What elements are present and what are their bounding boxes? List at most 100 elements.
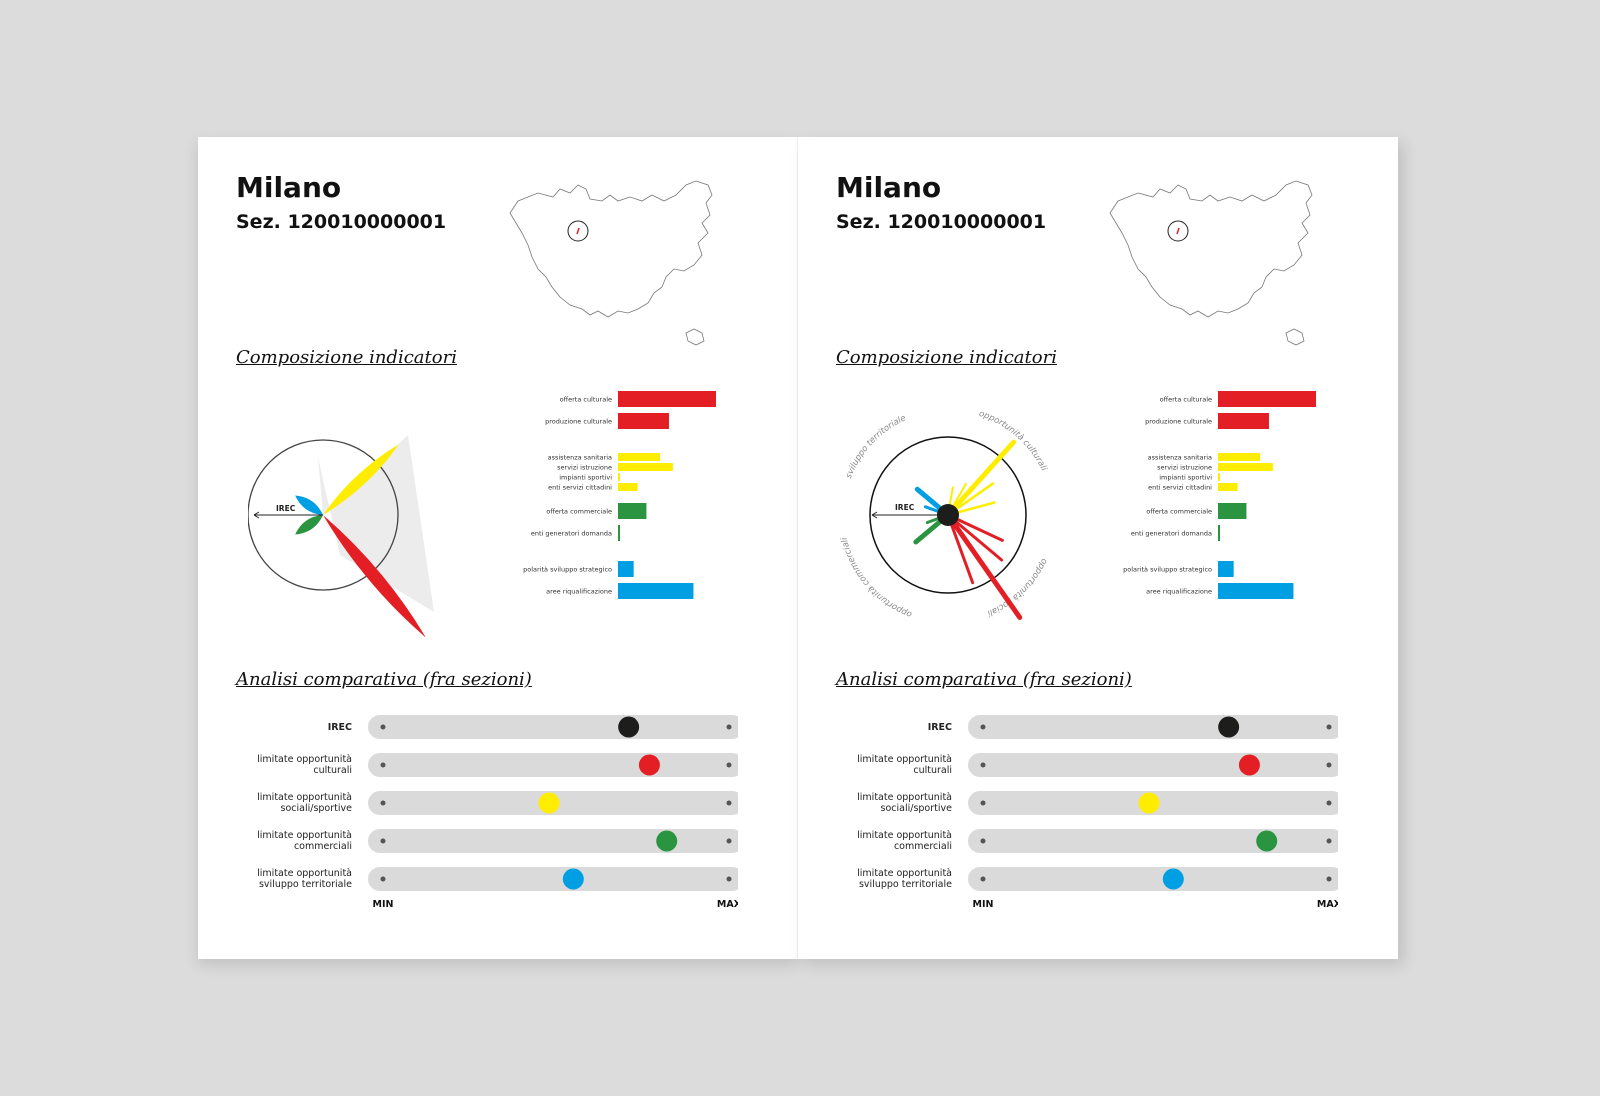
- bar: [618, 391, 716, 407]
- slider-marker: [618, 716, 640, 738]
- spike-yellow: [945, 439, 1017, 518]
- slider-max-dot: [726, 800, 732, 806]
- slider-marker: [1256, 830, 1278, 852]
- spike-red: [946, 513, 975, 585]
- slider-track: [368, 829, 738, 853]
- radial-petals-chart: IREC: [248, 435, 434, 637]
- indicator-bar-chart: offerta culturale produzione culturale ass…: [1123, 391, 1316, 599]
- slider-max-dot: [1326, 724, 1332, 730]
- slider-max-dot: [726, 838, 732, 844]
- slider-label: sviluppo territoriale: [259, 879, 352, 890]
- slider-max-dot: [726, 724, 732, 730]
- left-page: Milano Sez. 120010000001 Composizione in…: [198, 137, 798, 959]
- slider-label: limitate opportunità: [257, 792, 352, 803]
- region-island-outline: [1285, 328, 1305, 346]
- slider-marker: [1162, 868, 1184, 890]
- bar-label: offerta culturale: [560, 396, 612, 404]
- projection-shape: [318, 435, 434, 612]
- slider-track: [968, 867, 1338, 891]
- bar-label: enti servizi cittadini: [548, 484, 612, 492]
- bar: [618, 583, 694, 599]
- bar: [1218, 561, 1234, 577]
- slider-label: sociali/sportive: [281, 803, 353, 814]
- slider-label: sociali/sportive: [881, 803, 953, 814]
- bar: [618, 473, 620, 481]
- center-dot: [937, 504, 959, 526]
- section-code: Sez. 120010000001: [236, 211, 447, 233]
- slider-track: [968, 829, 1338, 853]
- slider-label: sviluppo territoriale: [859, 879, 952, 890]
- composition-heading: Composizione indicatori: [836, 347, 1057, 368]
- slider-min-dot: [380, 838, 386, 844]
- slider-track: [968, 753, 1338, 777]
- bar: [618, 561, 634, 577]
- bar: [1218, 473, 1220, 481]
- radial-spikes-chart: sviluppo territoriale opportunità cultura…: [839, 409, 1049, 620]
- slider-marker: [562, 868, 584, 890]
- slider-label: commerciali: [894, 841, 952, 852]
- bar: [1218, 483, 1238, 491]
- location-needle: [1176, 227, 1180, 235]
- spike-red: [946, 513, 1004, 562]
- bar: [1218, 503, 1247, 519]
- bar: [1218, 463, 1273, 471]
- slider-max-dot: [1326, 838, 1332, 844]
- slider-label: IREC: [328, 722, 352, 733]
- bar: [618, 453, 661, 461]
- indicator-bar-chart: offerta culturale produzione culturale ass…: [523, 391, 716, 599]
- slider-min-dot: [980, 876, 986, 882]
- slider-track: [368, 715, 738, 739]
- location-marker: [567, 220, 589, 242]
- bar: [1218, 583, 1294, 599]
- spike-red: [945, 512, 1023, 620]
- slider-marker: [1218, 716, 1240, 738]
- slider-label: culturali: [313, 765, 352, 776]
- bar: [1218, 413, 1269, 429]
- bar: [618, 463, 673, 471]
- petal-blue: [295, 495, 323, 515]
- arc-label: sviluppo territoriale: [844, 413, 908, 480]
- bar: [1218, 391, 1316, 407]
- slider-min-dot: [980, 724, 986, 730]
- bar-label: polarità sviluppo strategico: [1123, 566, 1212, 574]
- reference-circle: [869, 436, 1027, 594]
- irec-label: IREC: [895, 503, 915, 512]
- irec-axis-arrow: [871, 511, 878, 519]
- bar-label: enti generatori domanda: [531, 530, 612, 538]
- arc-label-path: opportunità sociali: [985, 557, 1049, 619]
- bar: [1218, 525, 1220, 541]
- bar-label: enti servizi cittadini: [1148, 484, 1212, 492]
- bar: [618, 483, 638, 491]
- city-name: Milano: [236, 171, 342, 204]
- petal-yellow: [323, 444, 400, 515]
- slider-label: limitate opportunità: [257, 754, 352, 765]
- slider-max-dot: [726, 876, 732, 882]
- slider-track: [368, 753, 738, 777]
- region-map: [1109, 180, 1313, 346]
- slider-label: limitate opportunità: [857, 792, 952, 803]
- location-marker: [1167, 220, 1189, 242]
- slider-min-dot: [980, 838, 986, 844]
- composition-heading: Composizione indicatori: [236, 347, 457, 368]
- slider-max-dot: [1326, 800, 1332, 806]
- slider-label: commerciali: [294, 841, 352, 852]
- region-map: [509, 180, 713, 346]
- city-name: Milano: [836, 171, 942, 204]
- slider-track: [968, 715, 1338, 739]
- bar: [618, 525, 620, 541]
- bar-label: assistenza sanitaria: [1148, 454, 1212, 462]
- slider-max-dot: [1326, 762, 1332, 768]
- bar-label: impianti sportivi: [559, 474, 612, 482]
- min-label: MIN: [373, 899, 394, 910]
- bar-label: servizi istruzione: [1157, 464, 1212, 472]
- petal-red: [323, 515, 426, 637]
- slider-marker: [538, 792, 560, 814]
- slider-label: IREC: [928, 722, 952, 733]
- slider-min-dot: [980, 762, 986, 768]
- bar-label: impianti sportivi: [1159, 474, 1212, 482]
- slider-min-dot: [380, 724, 386, 730]
- arc-label-path: sviluppo territoriale: [844, 413, 908, 480]
- max-label: MAX: [1317, 899, 1338, 910]
- region-outline: [1109, 180, 1313, 318]
